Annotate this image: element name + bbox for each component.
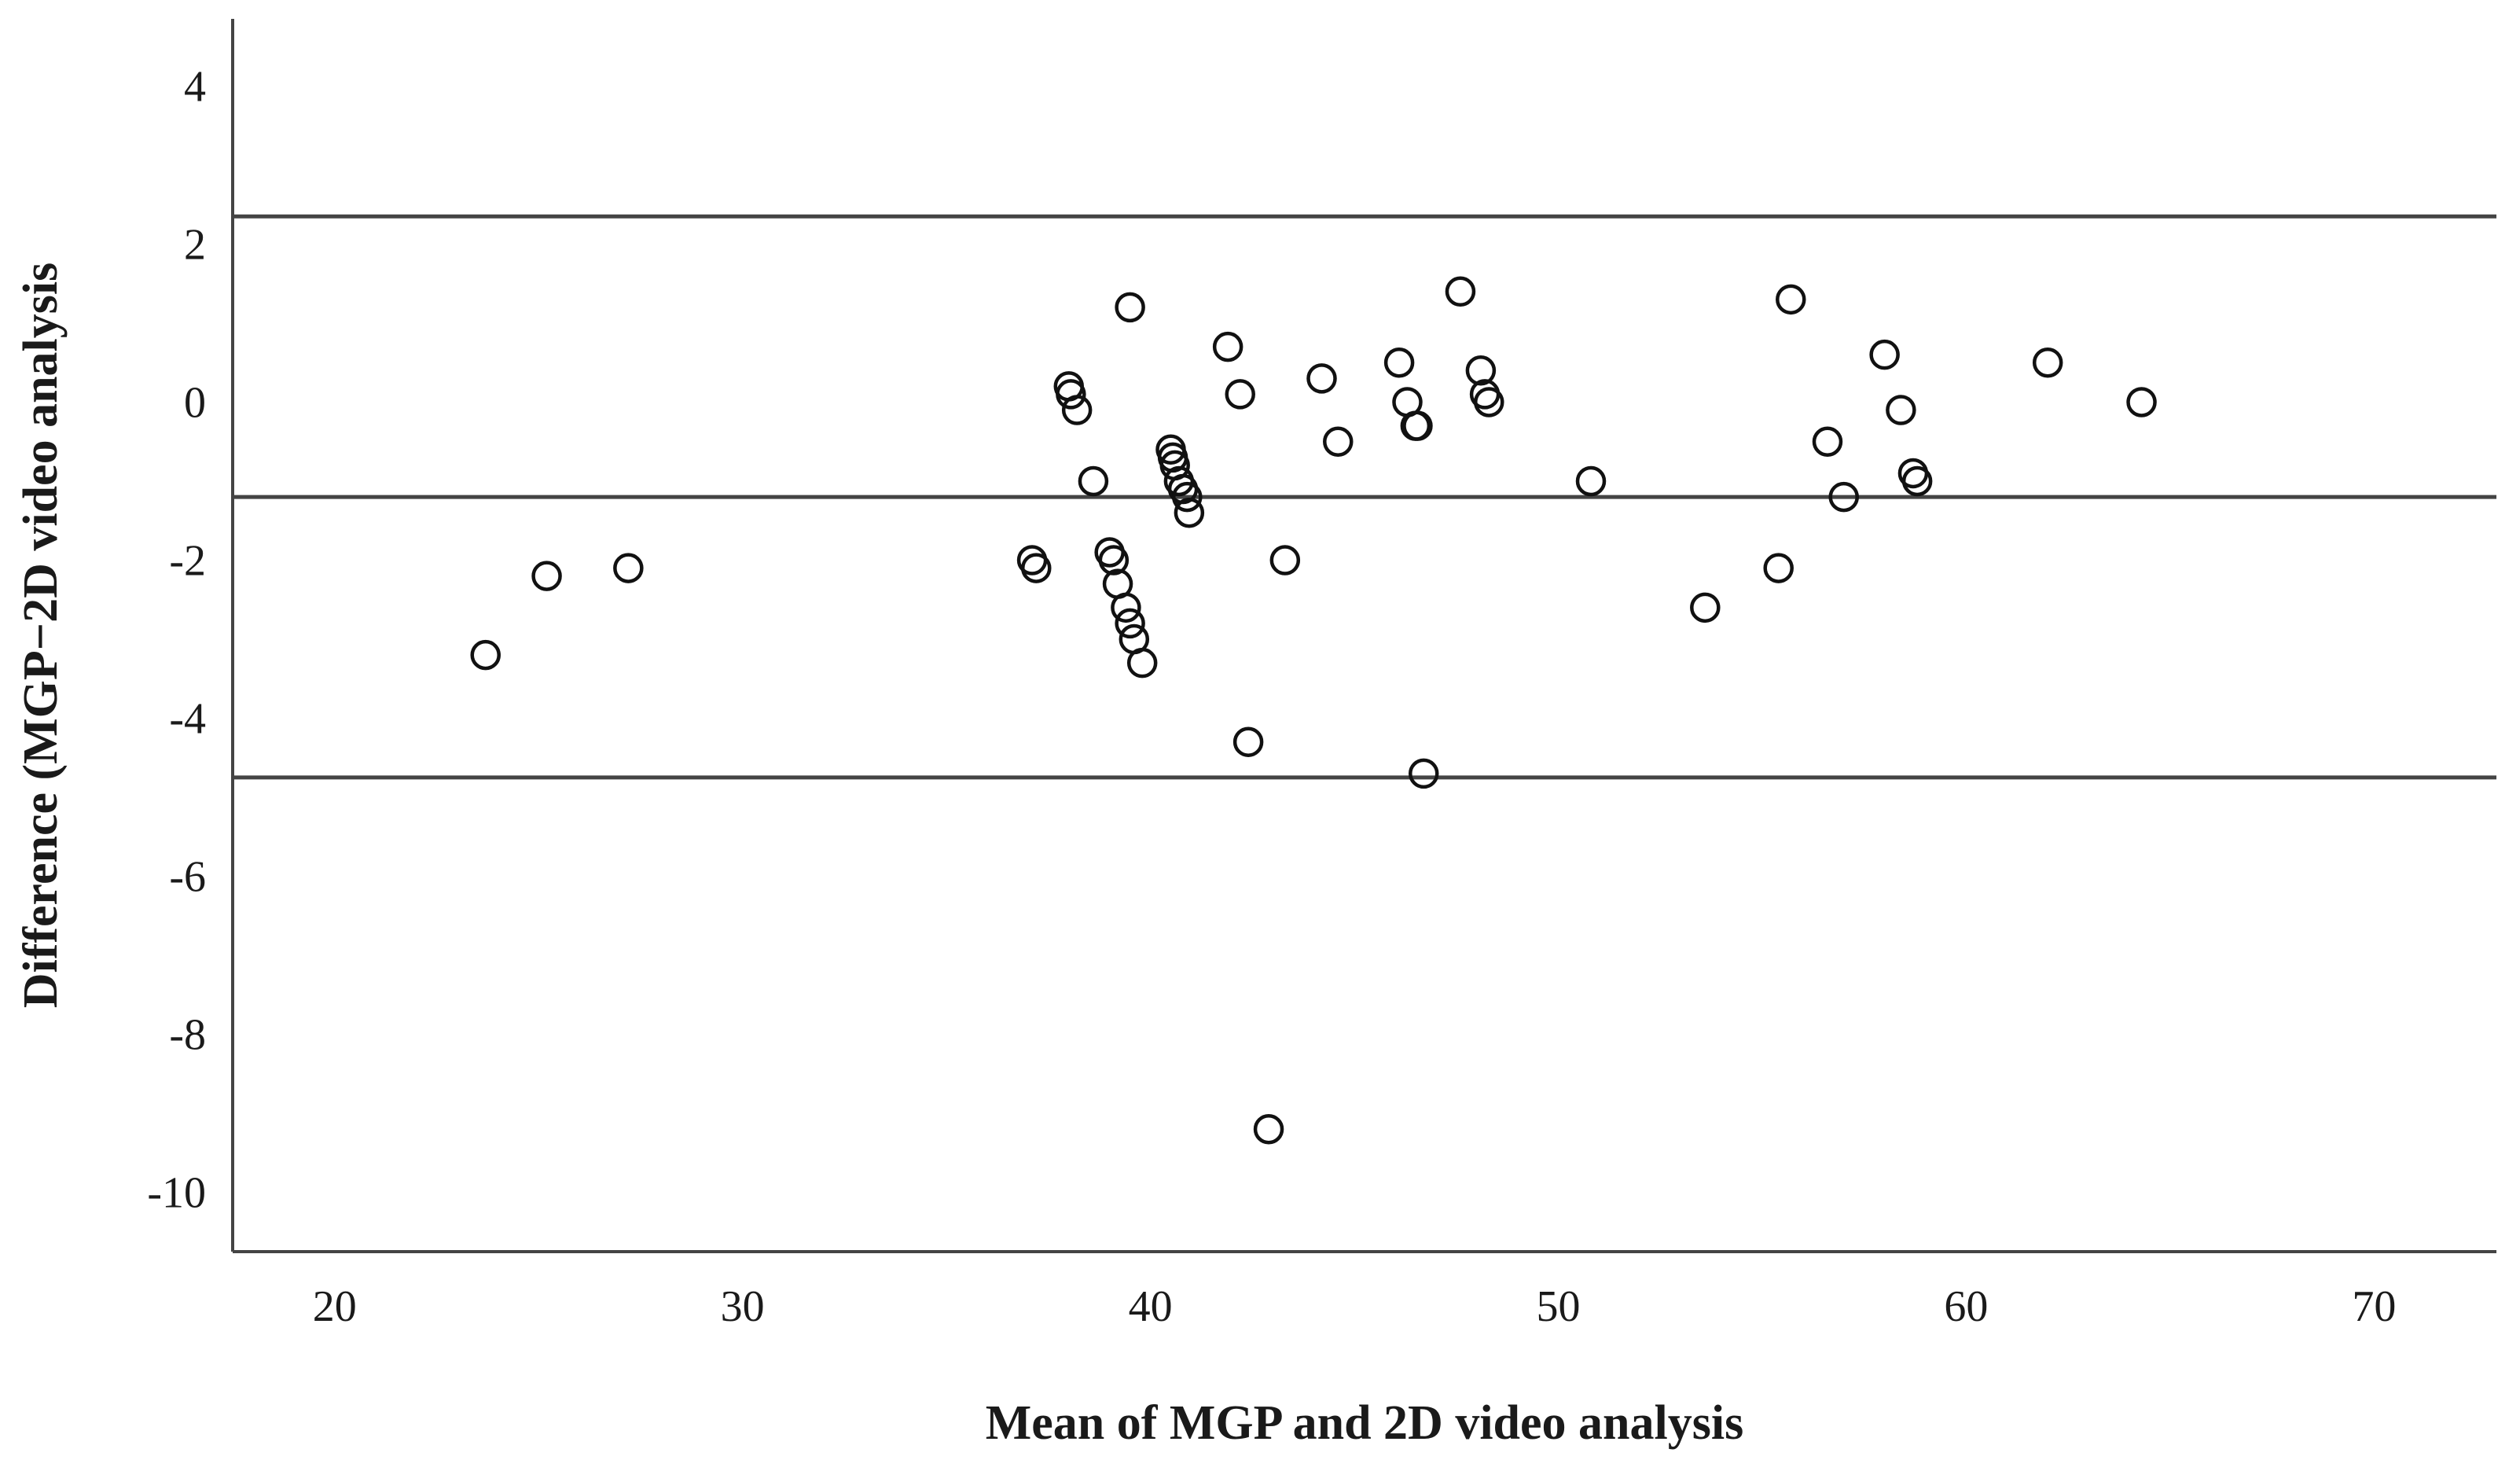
data-point <box>470 639 501 671</box>
data-point <box>1901 465 1933 497</box>
data-point <box>1212 331 1243 362</box>
x-tick-label: 70 <box>2352 1282 2396 1331</box>
data-point <box>1061 395 1093 425</box>
data-point <box>1575 465 1607 497</box>
data-point <box>1402 410 1433 441</box>
data-point <box>1886 395 1916 425</box>
reference-lines <box>233 214 2496 780</box>
data-point <box>1812 426 1843 457</box>
data-point <box>1098 545 1130 576</box>
data-point <box>531 561 562 591</box>
data-point <box>1232 726 1264 757</box>
axes <box>231 19 2496 1253</box>
y-tick-label: 0 <box>184 378 206 427</box>
data-point <box>1776 284 1806 315</box>
data-point <box>1253 1113 1284 1145</box>
data-point <box>2126 387 2157 417</box>
x-tick-label: 60 <box>1944 1282 1988 1331</box>
y-tick-label: -8 <box>169 1011 206 1060</box>
data-point <box>2032 347 2063 378</box>
data-point <box>613 553 644 583</box>
data-point <box>1126 647 1158 678</box>
data-point <box>1269 545 1301 576</box>
y-axis-title: Difference (MGP−2D video analysis <box>14 263 68 1009</box>
y-tick-label: -4 <box>169 695 206 744</box>
x-tick-label: 30 <box>721 1282 765 1331</box>
y-tick-labels: 4 2 0 -2 -4 -6 -8 -10 <box>147 62 206 1217</box>
data-point <box>1111 592 1141 623</box>
y-tick-label: -10 <box>147 1169 206 1218</box>
data-points <box>470 276 2157 1145</box>
data-point <box>1763 553 1794 583</box>
data-point <box>1078 465 1109 497</box>
data-point <box>1383 347 1415 378</box>
x-tick-labels: 20 30 40 50 60 70 <box>313 1282 2397 1331</box>
data-point <box>1828 481 1859 513</box>
y-tick-label: 2 <box>184 220 206 269</box>
data-point <box>1174 497 1205 528</box>
x-tick-label: 50 <box>1536 1282 1580 1331</box>
data-point <box>1445 276 1476 307</box>
data-point <box>1323 426 1354 457</box>
y-tick-label: -2 <box>169 537 206 586</box>
data-point <box>1869 339 1900 370</box>
data-point <box>1474 387 1504 417</box>
data-point <box>1115 608 1145 639</box>
data-point <box>1465 355 1497 386</box>
y-tick-label: 4 <box>184 62 206 111</box>
data-point <box>1306 363 1337 394</box>
data-point <box>1408 758 1439 789</box>
data-point <box>1225 379 1255 410</box>
y-tick-label: -6 <box>169 853 206 902</box>
data-point <box>1172 481 1203 513</box>
data-point <box>1056 379 1086 410</box>
x-tick-label: 40 <box>1129 1282 1173 1331</box>
data-point <box>1021 553 1052 583</box>
data-point <box>1115 292 1145 323</box>
x-tick-label: 20 <box>313 1282 357 1331</box>
x-axis-title: Mean of MGP and 2D video analysis <box>986 1396 1744 1450</box>
data-point <box>1690 592 1721 623</box>
